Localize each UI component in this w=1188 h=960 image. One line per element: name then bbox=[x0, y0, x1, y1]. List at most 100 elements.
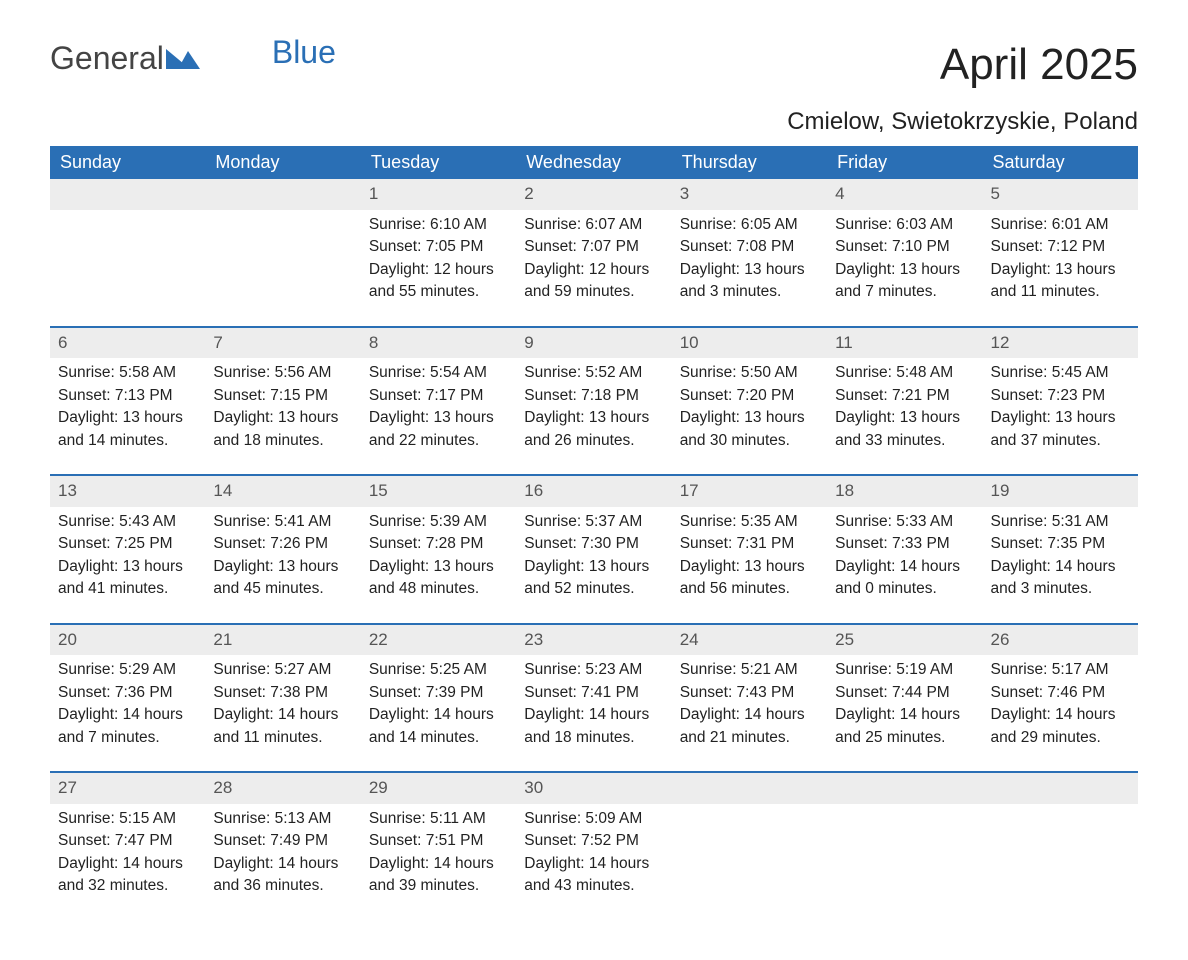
cell-line: and 32 minutes. bbox=[58, 875, 197, 897]
day-number: 19 bbox=[983, 476, 1138, 507]
cell-line: Sunrise: 5:33 AM bbox=[835, 511, 974, 533]
day-number bbox=[50, 179, 205, 210]
cell-line: Sunset: 7:08 PM bbox=[680, 236, 819, 258]
cell-line: and 55 minutes. bbox=[369, 281, 508, 303]
cell-line: Sunrise: 5:13 AM bbox=[213, 808, 352, 830]
calendar-cell: 12Sunrise: 5:45 AMSunset: 7:23 PMDayligh… bbox=[983, 327, 1138, 476]
cell-line: Sunrise: 6:01 AM bbox=[991, 214, 1130, 236]
cell-line: Sunset: 7:18 PM bbox=[524, 385, 663, 407]
cell-line: Daylight: 14 hours bbox=[369, 853, 508, 875]
cell-line: and 52 minutes. bbox=[524, 578, 663, 600]
calendar-week: 13Sunrise: 5:43 AMSunset: 7:25 PMDayligh… bbox=[50, 475, 1138, 624]
day-number: 11 bbox=[827, 328, 982, 359]
day-header: Monday bbox=[205, 146, 360, 179]
cell-line: Sunset: 7:51 PM bbox=[369, 830, 508, 852]
logo-mark-icon bbox=[166, 40, 200, 77]
cell-line: Daylight: 13 hours bbox=[524, 407, 663, 429]
calendar-cell: 14Sunrise: 5:41 AMSunset: 7:26 PMDayligh… bbox=[205, 475, 360, 624]
cell-line: Daylight: 13 hours bbox=[524, 556, 663, 578]
day-number: 25 bbox=[827, 625, 982, 656]
calendar-cell: 4Sunrise: 6:03 AMSunset: 7:10 PMDaylight… bbox=[827, 179, 982, 327]
cell-line: Daylight: 13 hours bbox=[680, 259, 819, 281]
cell-line: Sunset: 7:35 PM bbox=[991, 533, 1130, 555]
calendar-cell: 18Sunrise: 5:33 AMSunset: 7:33 PMDayligh… bbox=[827, 475, 982, 624]
day-number: 28 bbox=[205, 773, 360, 804]
calendar-cell bbox=[50, 179, 205, 327]
cell-line: and 18 minutes. bbox=[524, 727, 663, 749]
day-number: 30 bbox=[516, 773, 671, 804]
cell-line: and 59 minutes. bbox=[524, 281, 663, 303]
title-block: April 2025 Cmielow, Swietokrzyskie, Pola… bbox=[787, 40, 1138, 136]
calendar-cell: 17Sunrise: 5:35 AMSunset: 7:31 PMDayligh… bbox=[672, 475, 827, 624]
logo-text-general: General bbox=[50, 40, 164, 77]
day-number: 26 bbox=[983, 625, 1138, 656]
cell-line: Sunrise: 5:58 AM bbox=[58, 362, 197, 384]
calendar-cell bbox=[983, 772, 1138, 920]
cell-line: Sunset: 7:17 PM bbox=[369, 385, 508, 407]
cell-line: and 3 minutes. bbox=[991, 578, 1130, 600]
cell-line: and 30 minutes. bbox=[680, 430, 819, 452]
cell-line: Sunset: 7:46 PM bbox=[991, 682, 1130, 704]
cell-line: and 48 minutes. bbox=[369, 578, 508, 600]
header: General Blue April 2025 Cmielow, Swietok… bbox=[50, 40, 1138, 136]
calendar-cell: 23Sunrise: 5:23 AMSunset: 7:41 PMDayligh… bbox=[516, 624, 671, 773]
cell-line: and 56 minutes. bbox=[680, 578, 819, 600]
cell-line: Daylight: 13 hours bbox=[835, 259, 974, 281]
day-header: Saturday bbox=[983, 146, 1138, 179]
day-number: 2 bbox=[516, 179, 671, 210]
calendar-cell: 29Sunrise: 5:11 AMSunset: 7:51 PMDayligh… bbox=[361, 772, 516, 920]
cell-line: Daylight: 13 hours bbox=[58, 407, 197, 429]
cell-line: Daylight: 13 hours bbox=[213, 407, 352, 429]
day-header-row: SundayMondayTuesdayWednesdayThursdayFrid… bbox=[50, 146, 1138, 179]
cell-line: Sunrise: 6:03 AM bbox=[835, 214, 974, 236]
calendar-cell: 21Sunrise: 5:27 AMSunset: 7:38 PMDayligh… bbox=[205, 624, 360, 773]
cell-line: and 36 minutes. bbox=[213, 875, 352, 897]
calendar-cell: 10Sunrise: 5:50 AMSunset: 7:20 PMDayligh… bbox=[672, 327, 827, 476]
calendar-cell: 19Sunrise: 5:31 AMSunset: 7:35 PMDayligh… bbox=[983, 475, 1138, 624]
day-number: 5 bbox=[983, 179, 1138, 210]
cell-line: Daylight: 14 hours bbox=[524, 704, 663, 726]
calendar-cell: 25Sunrise: 5:19 AMSunset: 7:44 PMDayligh… bbox=[827, 624, 982, 773]
cell-line: and 7 minutes. bbox=[58, 727, 197, 749]
cell-line: Sunset: 7:47 PM bbox=[58, 830, 197, 852]
cell-line: Sunrise: 5:54 AM bbox=[369, 362, 508, 384]
cell-line: Daylight: 14 hours bbox=[369, 704, 508, 726]
cell-line: Sunrise: 6:10 AM bbox=[369, 214, 508, 236]
cell-line: and 21 minutes. bbox=[680, 727, 819, 749]
calendar-cell: 1 Sunrise: 6:10 AMSunset: 7:05 PMDaylight… bbox=[361, 179, 516, 327]
calendar-cell: 7Sunrise: 5:56 AMSunset: 7:15 PMDaylight… bbox=[205, 327, 360, 476]
cell-line: Daylight: 14 hours bbox=[58, 853, 197, 875]
cell-line: Sunset: 7:05 PM bbox=[369, 236, 508, 258]
cell-line: Sunrise: 5:15 AM bbox=[58, 808, 197, 830]
cell-line: Sunset: 7:36 PM bbox=[58, 682, 197, 704]
cell-line: Daylight: 14 hours bbox=[213, 704, 352, 726]
day-number: 17 bbox=[672, 476, 827, 507]
cell-line: Sunrise: 5:19 AM bbox=[835, 659, 974, 681]
calendar-cell: 6Sunrise: 5:58 AMSunset: 7:13 PMDaylight… bbox=[50, 327, 205, 476]
cell-line: Daylight: 14 hours bbox=[835, 556, 974, 578]
cell-line: Daylight: 14 hours bbox=[991, 704, 1130, 726]
cell-line: Daylight: 14 hours bbox=[991, 556, 1130, 578]
day-number: 23 bbox=[516, 625, 671, 656]
cell-line: Sunset: 7:13 PM bbox=[58, 385, 197, 407]
cell-line: Sunrise: 5:11 AM bbox=[369, 808, 508, 830]
cell-line: and 7 minutes. bbox=[835, 281, 974, 303]
cell-line: Sunset: 7:28 PM bbox=[369, 533, 508, 555]
cell-line: Sunrise: 5:52 AM bbox=[524, 362, 663, 384]
cell-line: Daylight: 13 hours bbox=[680, 407, 819, 429]
cell-line: Sunset: 7:30 PM bbox=[524, 533, 663, 555]
cell-line: Sunset: 7:43 PM bbox=[680, 682, 819, 704]
cell-line: Daylight: 13 hours bbox=[369, 556, 508, 578]
day-number: 14 bbox=[205, 476, 360, 507]
cell-line: Sunrise: 5:25 AM bbox=[369, 659, 508, 681]
cell-line: and 11 minutes. bbox=[991, 281, 1130, 303]
day-number: 1 bbox=[361, 179, 516, 210]
cell-line: Sunset: 7:10 PM bbox=[835, 236, 974, 258]
calendar-week: 20Sunrise: 5:29 AMSunset: 7:36 PMDayligh… bbox=[50, 624, 1138, 773]
cell-line: and 37 minutes. bbox=[991, 430, 1130, 452]
day-header: Thursday bbox=[672, 146, 827, 179]
cell-line: Sunset: 7:20 PM bbox=[680, 385, 819, 407]
cell-line: Daylight: 12 hours bbox=[369, 259, 508, 281]
cell-line: Sunset: 7:23 PM bbox=[991, 385, 1130, 407]
calendar-cell bbox=[827, 772, 982, 920]
